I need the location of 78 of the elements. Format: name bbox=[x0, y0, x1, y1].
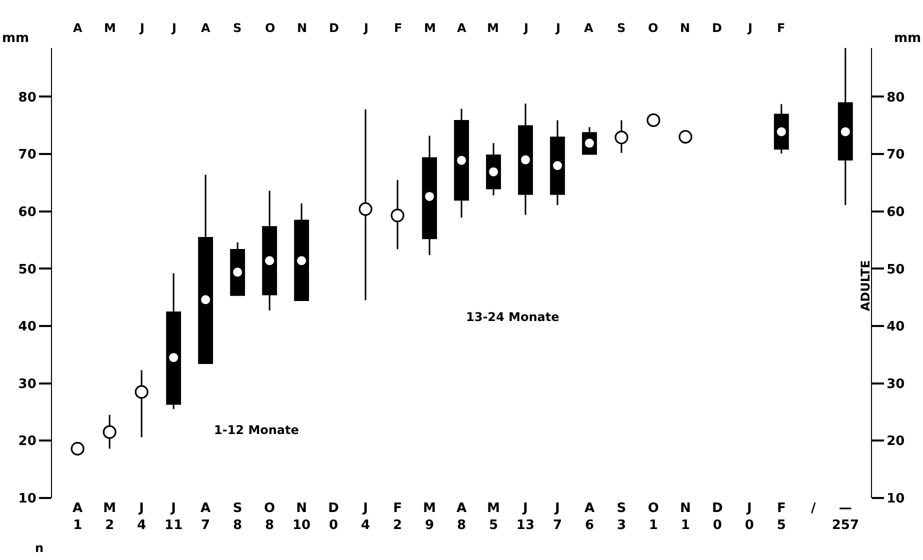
y-tick-label: 80 bbox=[18, 90, 36, 106]
point bbox=[134, 385, 148, 399]
x-tick-label: J 11 bbox=[164, 501, 183, 533]
x-tick-label: N 1 bbox=[680, 501, 691, 533]
y-tick-label: 10 bbox=[18, 492, 36, 507]
x-tick-label: J 4 bbox=[137, 501, 146, 533]
x-tick-label: A 6 bbox=[584, 501, 594, 533]
point bbox=[646, 113, 660, 128]
point bbox=[678, 130, 692, 144]
text: M bbox=[104, 21, 116, 35]
y2-tick-label: 70 bbox=[886, 148, 905, 163]
x-tick-label: F 2 bbox=[392, 501, 402, 533]
y2-tick-label: 30 bbox=[886, 376, 905, 392]
text: N bbox=[297, 21, 308, 35]
text: F bbox=[394, 21, 402, 35]
y2-tick-label: 80 bbox=[886, 90, 905, 106]
annotation: 1-12 Monate bbox=[214, 423, 299, 437]
point bbox=[358, 202, 372, 216]
text: n bbox=[35, 541, 44, 555]
x-tick-label: D 0 bbox=[328, 501, 340, 533]
text: S bbox=[617, 21, 626, 35]
text: A bbox=[201, 21, 211, 35]
x-tick-label: J 0 bbox=[744, 501, 754, 533]
y2-tick-label: 50 bbox=[886, 262, 905, 278]
x-tick-label: A 8 bbox=[456, 501, 467, 533]
x-tick-label: — 257 bbox=[832, 501, 859, 533]
y2-tick-label: 10 bbox=[886, 492, 905, 507]
text: J bbox=[171, 21, 176, 35]
x-tick-label: A 1 bbox=[72, 501, 83, 533]
text: J bbox=[139, 21, 144, 35]
text: A bbox=[457, 21, 467, 35]
x-tick-label: J 13 bbox=[516, 501, 535, 533]
text: A bbox=[73, 21, 83, 35]
annotation: 13-24 Monate bbox=[466, 310, 560, 324]
text: D bbox=[329, 21, 339, 35]
x-tick-label: S 3 bbox=[616, 501, 626, 533]
y2-tick-label: 20 bbox=[886, 434, 905, 450]
x-tick-label: M 2 bbox=[103, 501, 116, 533]
text: M bbox=[487, 21, 499, 35]
x-tick-label: O 1 bbox=[648, 501, 659, 533]
text: D bbox=[712, 21, 722, 35]
y-tick-label: 40 bbox=[18, 320, 36, 335]
text: O bbox=[265, 21, 276, 35]
text: N bbox=[680, 21, 690, 35]
text: J bbox=[555, 21, 560, 35]
x-tick-label: F 5 bbox=[776, 501, 786, 533]
y-axis-title: mm bbox=[2, 31, 30, 46]
text: O bbox=[648, 21, 658, 35]
text: M bbox=[424, 21, 436, 35]
y2-tick-label: 40 bbox=[886, 320, 905, 335]
x-tick-label: J 4 bbox=[360, 501, 370, 533]
x-tick-label: D 0 bbox=[712, 501, 724, 533]
text: F bbox=[777, 21, 786, 35]
y2-tick-label: 60 bbox=[886, 204, 905, 220]
x-tick-label: M 5 bbox=[487, 501, 500, 533]
y-tick-label: 70 bbox=[18, 148, 36, 163]
y2-axis-title: mm bbox=[894, 31, 922, 46]
x-tick-label: S 8 bbox=[232, 501, 242, 533]
x-tick-label: O 8 bbox=[264, 501, 276, 533]
x-tick-label: N 10 bbox=[292, 501, 311, 533]
y-tick-label: 30 bbox=[18, 376, 36, 392]
text: A bbox=[584, 21, 594, 35]
y-tick-label: 60 bbox=[18, 204, 36, 220]
point bbox=[70, 442, 84, 456]
text: J bbox=[747, 21, 752, 35]
point bbox=[102, 425, 116, 439]
annotation: ADULTE bbox=[858, 260, 872, 312]
text: S bbox=[233, 21, 242, 35]
point bbox=[614, 130, 628, 144]
x-tick-label: J 7 bbox=[552, 501, 562, 533]
x-tick-label: / bbox=[811, 501, 816, 516]
y-tick-label: 50 bbox=[18, 262, 36, 278]
text: J bbox=[363, 21, 368, 35]
y-tick-label: 20 bbox=[18, 434, 36, 450]
x-tick-label: A 7 bbox=[200, 501, 211, 533]
point bbox=[390, 208, 404, 222]
x-tick-label: M 9 bbox=[423, 501, 436, 533]
text: J bbox=[523, 21, 528, 35]
